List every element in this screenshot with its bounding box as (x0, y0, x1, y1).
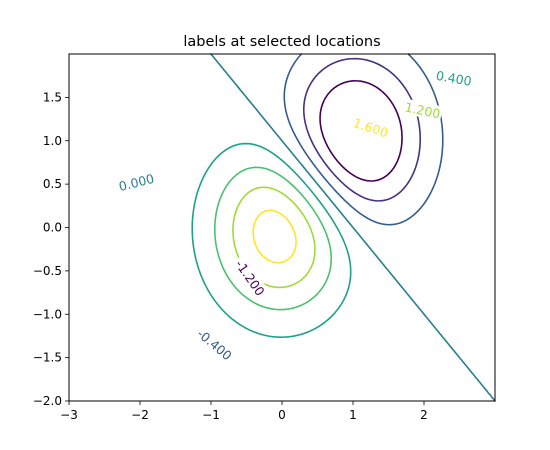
contour-label-gap (350, 114, 392, 141)
x-axis: −3 −2 −1 0 1 2 (60, 401, 428, 422)
contour-label: 1.200 (404, 99, 442, 121)
contour-label: 0.400 (435, 68, 473, 89)
contour-label: 1.600 (351, 115, 390, 140)
contour-label: 0.000 (117, 171, 155, 194)
x-tick-label: −3 (60, 408, 78, 422)
y-tick-label: −2.0 (33, 394, 62, 408)
y-tick-label: 0.5 (43, 177, 62, 191)
contour-labels: 0.400 1.200 1.600 0.000 -1.200 -0.400 (115, 67, 475, 365)
contour-line (210, 53, 496, 402)
contour-line (283, 53, 444, 226)
contour-label-gap (115, 169, 157, 194)
y-tick-label: −1.5 (33, 351, 62, 365)
contour-line (213, 166, 333, 311)
y-tick-label: 1.5 (43, 90, 62, 104)
x-tick-label: −1 (202, 408, 220, 422)
contour-line (191, 142, 352, 338)
contour-label-gap (433, 67, 475, 89)
contour-line (302, 57, 422, 202)
contour-lines (191, 53, 496, 402)
contour-label-gap (402, 98, 444, 122)
contour-label: -0.400 (194, 326, 235, 363)
y-tick-label: 1.0 (43, 134, 62, 148)
y-tick-label: −0.5 (33, 264, 62, 278)
x-tick-label: 0 (278, 408, 286, 422)
y-axis: −2.0 −1.5 −1.0 −0.5 0.0 0.5 1.0 1.5 (33, 90, 69, 408)
x-tick-label: 1 (349, 408, 357, 422)
x-tick-label: 2 (420, 408, 428, 422)
contour-line (252, 209, 297, 264)
x-tick-label: −2 (131, 408, 149, 422)
contour-label-gap (231, 254, 270, 301)
y-tick-label: 0.0 (43, 221, 62, 235)
contour-label: -1.200 (232, 257, 267, 299)
plot-frame (68, 53, 496, 402)
contour-label-gap (192, 323, 238, 365)
contour-line (319, 80, 403, 182)
y-tick-label: −1.0 (33, 307, 62, 321)
chart-title: labels at selected locations (183, 34, 380, 50)
